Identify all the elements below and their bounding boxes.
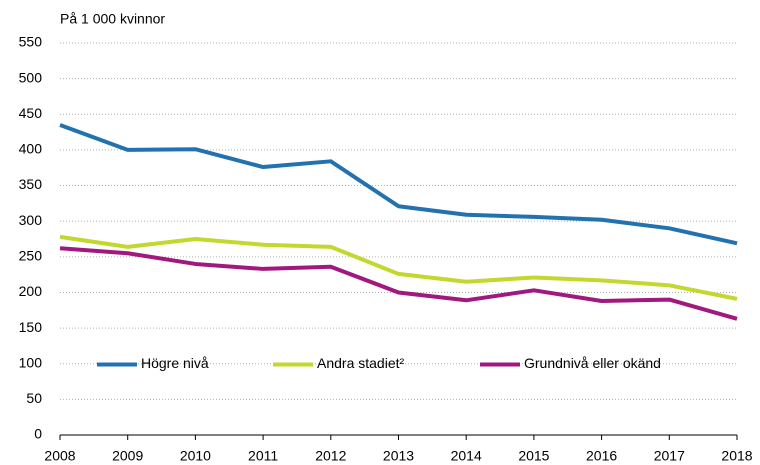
y-tick-label: 50 — [26, 390, 42, 406]
x-tick-label: 2010 — [180, 448, 211, 464]
x-tick-label: 2008 — [44, 448, 75, 464]
x-tick-label: 2011 — [248, 448, 278, 464]
series-line — [59, 123, 738, 246]
y-tick-label: 450 — [19, 105, 43, 121]
x-tick-label: 2013 — [383, 448, 414, 464]
y-tick-label: 550 — [19, 34, 43, 50]
x-tick-label: 2017 — [654, 448, 685, 464]
x-tick-label: 2009 — [112, 448, 143, 464]
y-tick-label: 100 — [19, 354, 43, 370]
y-tick-label: 500 — [19, 69, 43, 85]
y-tick-label: 350 — [19, 176, 43, 192]
y-tick-label: 250 — [19, 248, 43, 264]
y-tick-label: 200 — [19, 283, 43, 299]
legend-label: Högre nivå — [141, 355, 209, 371]
y-axis-label: På 1 000 kvinnor — [60, 11, 165, 27]
x-tick-label: 2015 — [518, 448, 549, 464]
y-tick-label: 300 — [19, 212, 43, 228]
x-tick-label: 2016 — [586, 448, 617, 464]
legend-label: Grundnivå eller okänd — [524, 355, 661, 371]
x-tick-label: 2014 — [451, 448, 482, 464]
series-line — [59, 234, 738, 301]
x-tick-label: 2012 — [315, 448, 346, 464]
y-tick-label: 400 — [19, 141, 43, 157]
x-tick-label: 2018 — [721, 448, 752, 464]
y-tick-label: 0 — [34, 426, 42, 442]
series-line — [59, 246, 738, 321]
legend-label: Andra stadiet² — [317, 355, 404, 371]
y-tick-label: 150 — [19, 319, 43, 335]
